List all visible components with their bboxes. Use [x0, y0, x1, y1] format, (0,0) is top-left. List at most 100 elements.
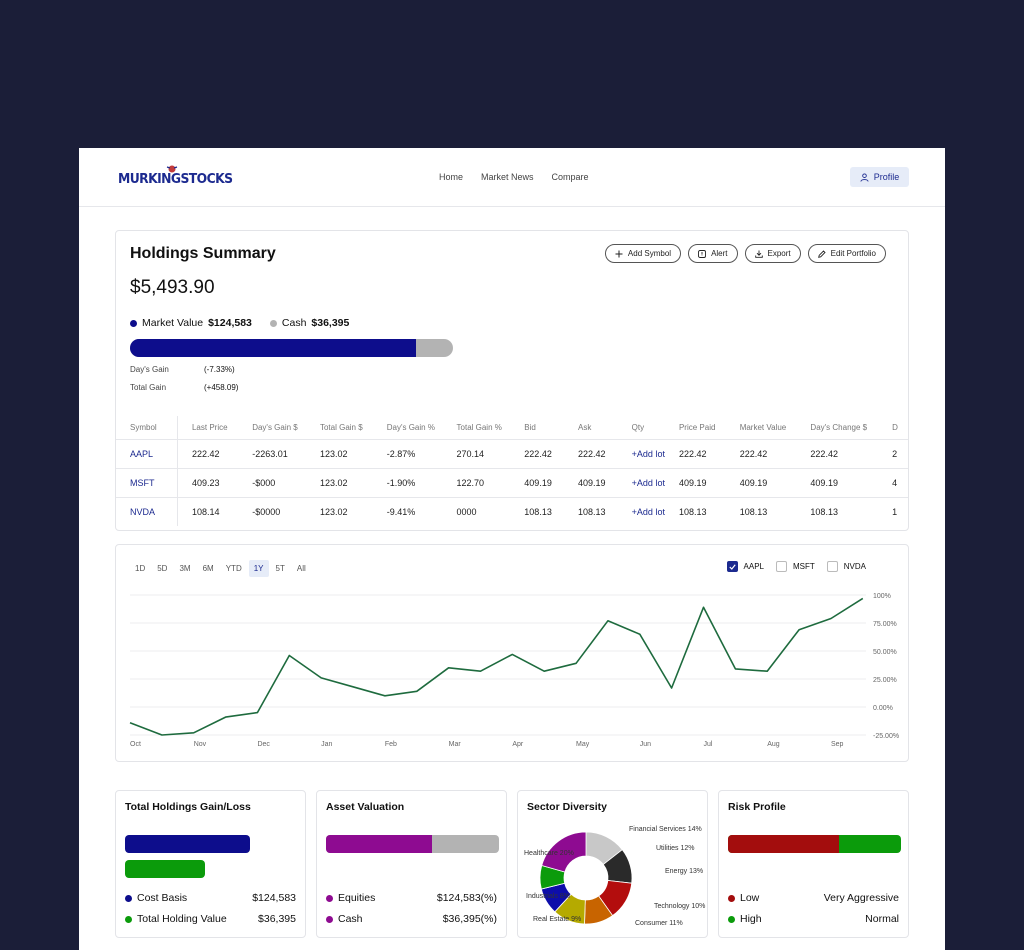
cash-label: Cash [281, 317, 307, 329]
add-symbol-button[interactable]: Add Symbol [604, 244, 682, 263]
table-cell: 0000 [442, 496, 511, 526]
column-header[interactable]: Total Gain % [456, 422, 502, 432]
risk-high-dot [728, 915, 735, 923]
column-header[interactable]: D [892, 422, 898, 432]
checkbox[interactable] [826, 561, 838, 572]
x-tick-label: Oct [130, 741, 141, 748]
x-tick-label: Jan [321, 741, 332, 748]
table-cell: 108.13 [725, 496, 797, 526]
main-nav: Home Market News Compare [439, 172, 589, 182]
column-header[interactable]: Day's Gain $ [252, 422, 298, 432]
equities-legend: Equities $124,583(%) [326, 892, 497, 904]
risk-high-label: High [740, 913, 762, 925]
table-cell: 270.14 [442, 438, 511, 468]
table-cell: 2 [878, 438, 908, 468]
ticker-toggle-aapl[interactable]: AAPL [726, 561, 764, 572]
column-header[interactable]: Ask [577, 422, 592, 432]
table-cell: 222.42 [563, 438, 618, 468]
equities-label: Equities [338, 892, 376, 904]
cash-legend: Cash $36,395 [269, 317, 349, 329]
asset-valuation-bar [326, 835, 499, 853]
table-cell: 222.42 [725, 438, 797, 468]
table-row[interactable]: AAPL 222.42 -2263.01 123.02 -2.87% 270.14 222.… [116, 438, 908, 468]
sector-label-utilities: Utilities 12% [656, 845, 695, 852]
cost-basis-dot [125, 894, 132, 902]
range-5d[interactable]: 5D [157, 564, 168, 573]
table-cell: 123.02 [305, 467, 373, 497]
range-1y[interactable]: 1Y [248, 560, 269, 577]
top-header: MURKINGSTOCKS Home Market News Compare P… [79, 148, 945, 207]
symbol-link[interactable]: MSFT [116, 467, 178, 497]
y-tick-label: 100% [873, 593, 891, 600]
equities-value: $124,583(%) [436, 892, 497, 904]
holding-value-dot [125, 915, 132, 923]
x-tick-label: Jul [704, 741, 713, 748]
performance-chart-card: 1D 5D 3M 6M YTD 1Y 5T All AAPL MSFT NVDA 100% 75.0… [115, 544, 909, 762]
sector-label-industrials: Industrials 8% [526, 893, 570, 900]
nav-home[interactable]: Home [439, 172, 464, 182]
cost-basis-bar [125, 835, 250, 853]
checkbox[interactable] [775, 561, 787, 572]
table-cell: 222.42 [510, 438, 564, 468]
column-header[interactable]: Price Paid [678, 422, 716, 432]
column-header[interactable]: Qty [631, 422, 645, 432]
nav-market-news[interactable]: Market News [481, 172, 534, 182]
nav-compare[interactable]: Compare [551, 172, 589, 182]
column-header[interactable]: Symbol [116, 416, 178, 439]
edit-portfolio-button[interactable]: Edit Portfolio [807, 244, 886, 263]
equities-fill [326, 835, 432, 853]
table-row[interactable]: MSFT 409.23 -$000 123.02 -1.90% 122.70 409.19 4… [116, 467, 908, 497]
column-header[interactable]: Total Gain $ [319, 422, 363, 432]
performance-line-chart: 100% 75.00% 50.00% 25.00% 0.00% -25.00% Oct Nov… [129, 593, 899, 748]
table-cell: 1 [878, 496, 908, 526]
range-all[interactable]: All [296, 564, 306, 573]
range-1d[interactable]: 1D [135, 564, 146, 573]
x-tick-label: Sep [831, 741, 844, 748]
risk-high-legend: High Normal [728, 913, 899, 925]
alert-button[interactable]: Alert [688, 244, 738, 263]
market-value-dot [130, 319, 137, 327]
table-cell: 122.70 [442, 467, 511, 497]
symbol-link[interactable]: NVDA [116, 496, 178, 526]
column-header[interactable]: Market Value [739, 422, 787, 432]
donut-slice [541, 831, 587, 873]
holdings-table-body: AAPL 222.42 -2263.01 123.02 -2.87% 270.14 222.… [116, 438, 908, 526]
ticker-toggle-nvda[interactable]: NVDA [826, 561, 866, 572]
column-header[interactable]: Day's Gain % [386, 422, 435, 432]
allocation-bar [130, 339, 453, 357]
cost-basis-legend: Cost Basis $124,583 [125, 892, 296, 904]
table-row[interactable]: NVDA 108.14 -$0000 123.02 -9.41% 0000 108.13 10… [116, 496, 908, 526]
sector-label-real-estate: Real Estate 9% [533, 916, 582, 923]
add-lot-link[interactable]: +Add lot [617, 438, 665, 468]
checkbox[interactable] [726, 561, 738, 572]
profile-button[interactable]: Profile [850, 167, 909, 187]
range-6m[interactable]: 6M [202, 564, 214, 573]
range-selector: 1D 5D 3M 6M YTD 1Y 5T All [130, 560, 311, 577]
risk-profile-title: Risk Profile [728, 801, 786, 813]
column-header[interactable]: Last Price [191, 422, 228, 432]
cash-asset-dot [326, 915, 333, 923]
alert-label: Alert [711, 249, 728, 258]
days-gain-value: (-7.33%) [204, 365, 235, 374]
sector-donut-chart [539, 831, 633, 925]
y-tick-label: 75.00% [873, 621, 897, 628]
table-cell: 108.14 [177, 496, 239, 526]
symbol-link[interactable]: AAPL [116, 438, 178, 468]
download-icon [754, 250, 763, 258]
range-3m[interactable]: 3M [179, 564, 191, 573]
range-ytd[interactable]: YTD [225, 564, 242, 573]
table-cell: 222.42 [177, 438, 239, 468]
column-header[interactable]: Bid [524, 422, 536, 432]
add-lot-link[interactable]: +Add lot [617, 496, 665, 526]
range-5t[interactable]: 5T [275, 564, 285, 573]
risk-low-dot [728, 894, 735, 902]
y-tick-label: 50.00% [873, 649, 897, 656]
ticker-toggle-msft[interactable]: MSFT [775, 561, 815, 572]
column-header[interactable]: Day's Change $ [810, 422, 868, 432]
allocation-legend: Market Value $124,583 Cash $36,395 [130, 317, 349, 329]
add-lot-link[interactable]: +Add lot [617, 467, 665, 497]
table-cell: -$000 [238, 467, 306, 497]
risk-low-value: Very Aggressive [823, 892, 899, 904]
export-button[interactable]: Export [744, 244, 801, 263]
table-cell: -2263.01 [238, 438, 306, 468]
